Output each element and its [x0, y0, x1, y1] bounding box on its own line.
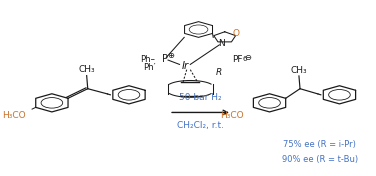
Text: 50 bar H₂: 50 bar H₂ [179, 93, 221, 102]
Text: O: O [233, 29, 240, 38]
Text: CH₃: CH₃ [291, 66, 307, 75]
Text: CH₂Cl₂, r.t.: CH₂Cl₂, r.t. [177, 121, 224, 130]
Text: P: P [162, 54, 168, 64]
Text: CH₃: CH₃ [78, 65, 95, 74]
Text: 90% ee (R = t-Bu): 90% ee (R = t-Bu) [282, 155, 358, 164]
Text: ⊖: ⊖ [244, 53, 251, 62]
Text: 6: 6 [243, 56, 247, 62]
Text: N: N [218, 39, 224, 49]
Text: 75% ee (R = i-Pr): 75% ee (R = i-Pr) [283, 140, 356, 149]
Text: PF: PF [232, 55, 243, 64]
Text: ⊕: ⊕ [167, 51, 174, 60]
Text: Ph–: Ph– [141, 55, 156, 64]
Text: Ir: Ir [181, 61, 188, 71]
Text: R: R [216, 68, 222, 77]
Text: Ph′: Ph′ [143, 63, 156, 72]
Text: H₃CO: H₃CO [220, 111, 244, 120]
Text: H₃CO: H₃CO [2, 111, 26, 120]
